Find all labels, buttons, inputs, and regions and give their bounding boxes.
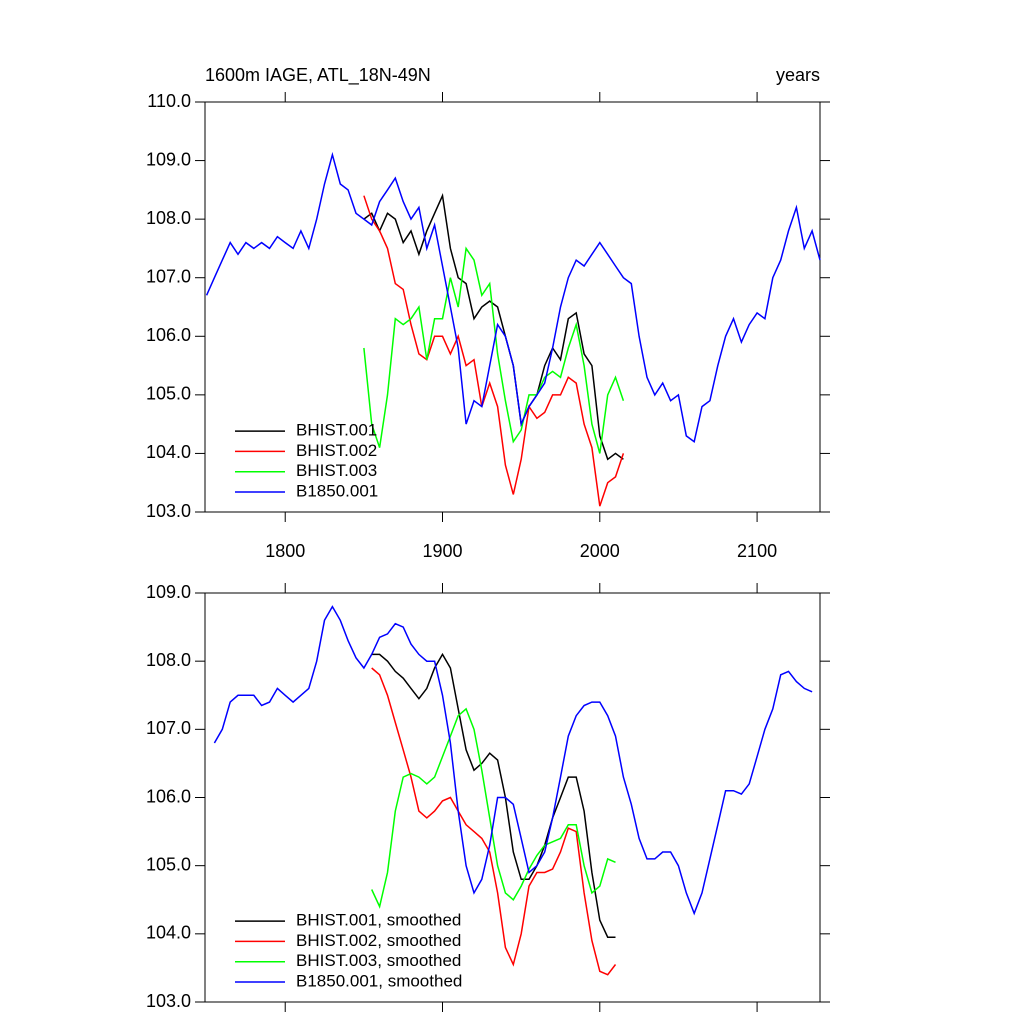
legend-label: BHIST.002 [296, 441, 377, 460]
y-tick-label: 108.0 [146, 650, 191, 670]
x-tick-label: 2100 [737, 541, 777, 561]
x-tick-label: 1800 [265, 541, 305, 561]
legend-label: BHIST.002, smoothed [296, 931, 461, 950]
x-tick-label: 2000 [580, 541, 620, 561]
x-tick-label: 1900 [422, 541, 462, 561]
series-line [371, 652, 616, 938]
y-tick-label: 103.0 [146, 501, 191, 521]
y-tick-label: 105.0 [146, 854, 191, 874]
y-tick-label: 108.0 [146, 208, 191, 228]
y-tick-label: 109.0 [146, 582, 191, 602]
units-label: years [776, 65, 820, 85]
legend-label: BHIST.001, smoothed [296, 911, 461, 930]
y-tick-label: 104.0 [146, 442, 191, 462]
series-line [363, 246, 625, 454]
y-tick-label: 105.0 [146, 384, 191, 404]
y-tick-label: 106.0 [146, 325, 191, 345]
y-tick-label: 104.0 [146, 923, 191, 943]
legend-label: B1850.001, smoothed [296, 971, 462, 990]
y-tick-label: 103.0 [146, 991, 191, 1011]
y-tick-label: 110.0 [147, 91, 191, 111]
legend-label: BHIST.001 [296, 421, 377, 440]
legend-label: BHIST.003, smoothed [296, 951, 461, 970]
plot-frame [204, 101, 821, 513]
legend-label: B1850.001 [296, 481, 378, 500]
series-line [371, 667, 617, 976]
series-line [213, 605, 813, 916]
y-tick-label: 106.0 [146, 786, 191, 806]
y-tick-label: 107.0 [146, 266, 191, 286]
series-line [363, 193, 624, 461]
y-tick-label: 109.0 [146, 149, 191, 169]
series-line [363, 195, 625, 507]
legend-label: BHIST.003 [296, 461, 377, 480]
chart-title: 1600m IAGE, ATL_18N-49N [205, 65, 431, 86]
series-line [205, 151, 821, 443]
y-tick-label: 107.0 [146, 718, 191, 738]
series-line [371, 707, 616, 909]
